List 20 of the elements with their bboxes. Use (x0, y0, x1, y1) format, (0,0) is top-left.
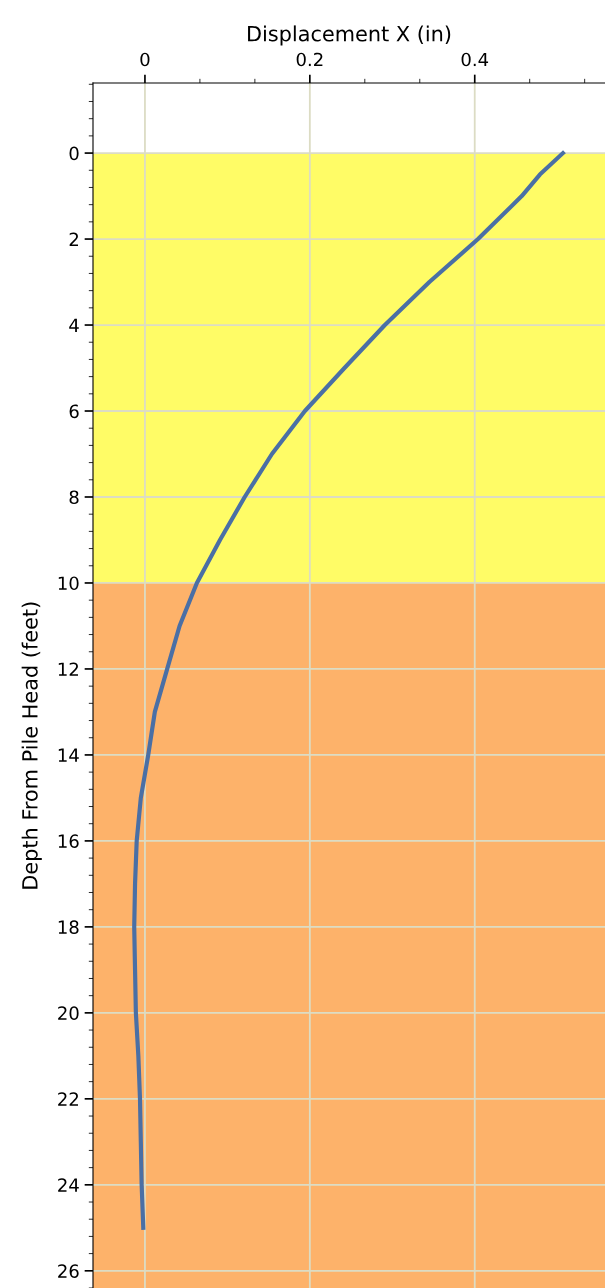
y-tick-label: 16 (58, 834, 79, 849)
y-tick-label: 0 (69, 146, 79, 161)
line-series (132, 150, 566, 1230)
y-tick-label: 14 (58, 748, 79, 762)
x-tick-label: 0 (140, 52, 150, 67)
x-tick-label: 0.4 (461, 52, 489, 67)
y-tick-label: 2 (69, 232, 78, 246)
y-tick-label: 22 (58, 1092, 78, 1106)
x-axis-title: Displacement X (in) (248, 25, 451, 46)
y-tick-label: 4 (69, 318, 79, 332)
y-tick-label: 12 (58, 662, 78, 676)
y-tick-label: 8 (69, 490, 79, 505)
y-tick-label: 10 (58, 576, 79, 591)
y-tick-label: 24 (58, 1178, 79, 1192)
y-tick-label: 26 (58, 1264, 79, 1278)
y-axis-title: Depth From Pile Head (feet) (21, 602, 42, 889)
y-tick-label: 6 (69, 404, 79, 419)
y-tick-label: 20 (58, 1006, 79, 1020)
x-tick-label: 0.2 (296, 52, 323, 67)
y-tick-label: 18 (58, 920, 79, 934)
